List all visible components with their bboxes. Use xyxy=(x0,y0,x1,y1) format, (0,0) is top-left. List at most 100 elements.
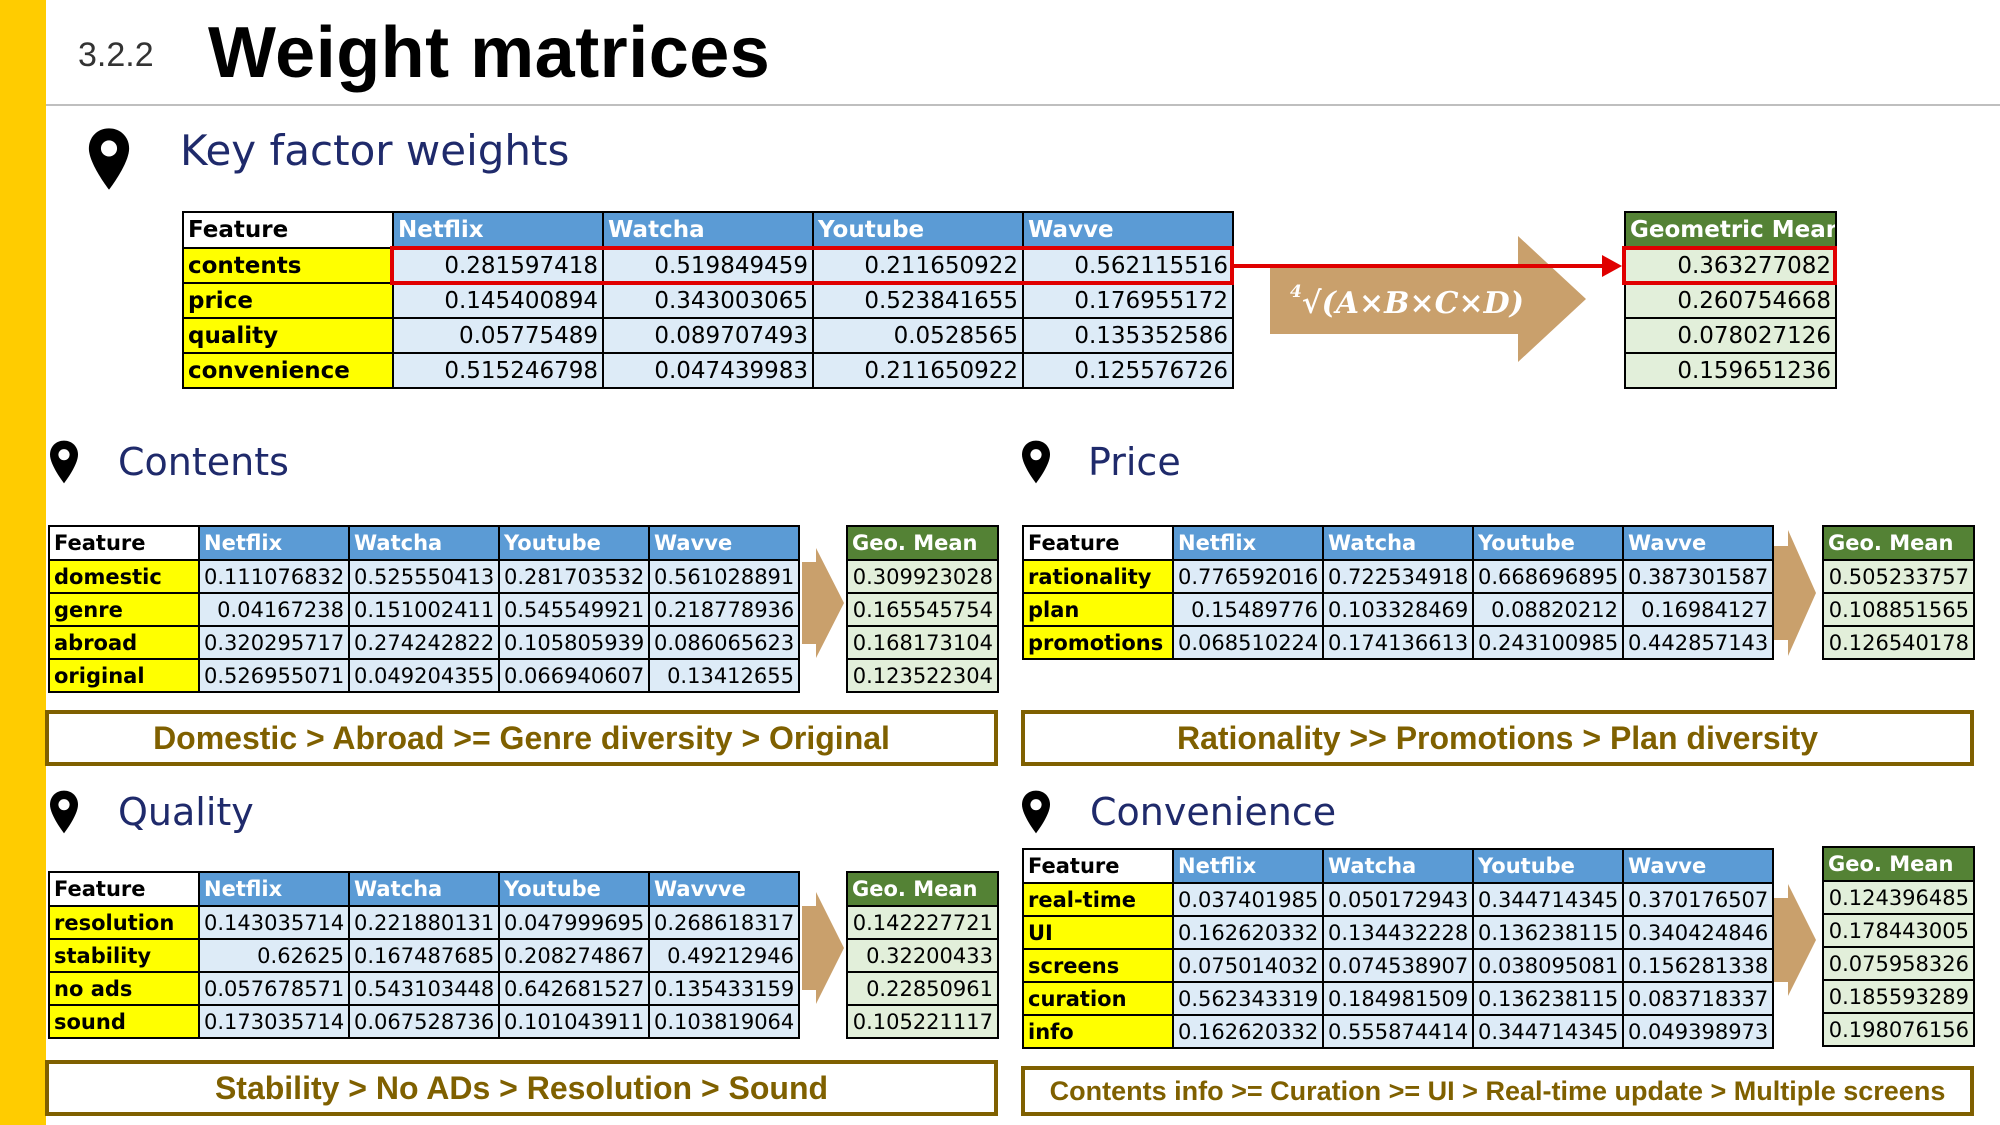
value-cell: 0.555874414 xyxy=(1323,1015,1473,1048)
column-header: Youtube xyxy=(499,526,649,560)
feature-label: convenience xyxy=(183,353,393,388)
value-cell: 0.776592016 xyxy=(1173,560,1323,593)
geo-mean-cell: 0.105221117 xyxy=(847,1005,998,1038)
geo-mean-cell: 0.22850961 xyxy=(847,972,998,1005)
block-arrow-right-icon xyxy=(1774,530,1816,656)
value-cell: 0.103328469 xyxy=(1323,593,1473,626)
map-pin-icon xyxy=(48,436,80,488)
column-header: Wavve xyxy=(649,526,799,560)
value-cell: 0.562343319 xyxy=(1173,982,1323,1015)
value-cell: 0.545549921 xyxy=(499,593,649,626)
quality-table: Feature Netflix Watcha Youtube Wavvve re… xyxy=(48,871,800,1039)
value-cell: 0.111076832 xyxy=(199,560,349,593)
value-cell: 0.049204355 xyxy=(349,659,499,692)
value-cell: 0.173035714 xyxy=(199,1005,349,1038)
geo-mean-header: Geo. Mean xyxy=(1823,526,1974,560)
contents-heading: Contents xyxy=(118,440,289,484)
value-cell: 0.105805939 xyxy=(499,626,649,659)
column-header: Feature xyxy=(49,872,199,906)
page-title: Weight matrices xyxy=(208,12,770,94)
feature-label: price xyxy=(183,283,393,318)
value-cell: 0.184981509 xyxy=(1323,982,1473,1015)
value-cell: 0.0528565 xyxy=(813,318,1023,353)
value-cell: 0.136238115 xyxy=(1473,916,1623,949)
value-cell: 0.343003065 xyxy=(603,283,813,318)
map-pin-icon xyxy=(1020,786,1052,838)
convenience-geo-mean-table: Geo. Mean 0.124396485 0.178443005 0.0759… xyxy=(1822,846,1975,1047)
value-cell: 0.066940607 xyxy=(499,659,649,692)
geo-mean-cell: 0.32200433 xyxy=(847,939,998,972)
value-cell: 0.136238115 xyxy=(1473,982,1623,1015)
feature-label: original xyxy=(49,659,199,692)
value-cell: 0.49212946 xyxy=(649,939,799,972)
title-divider xyxy=(46,104,2000,106)
feature-label: promotions xyxy=(1023,626,1173,659)
column-header: Netflix xyxy=(1173,849,1323,883)
value-cell: 0.211650922 xyxy=(813,353,1023,388)
geo-mean-header: Geo. Mean xyxy=(847,872,998,906)
value-cell: 0.050172943 xyxy=(1323,883,1473,916)
value-cell: 0.281703532 xyxy=(499,560,649,593)
highlight-connector-line xyxy=(1234,264,1604,268)
price-table: Feature Netflix Watcha Youtube Wavve rat… xyxy=(1022,525,1774,660)
value-cell: 0.135352586 xyxy=(1023,318,1233,353)
block-arrow-right-icon xyxy=(802,892,844,1004)
column-header: Wavve xyxy=(1623,849,1773,883)
value-cell: 0.340424846 xyxy=(1623,916,1773,949)
value-cell: 0.04167238 xyxy=(199,593,349,626)
feature-label: real-time xyxy=(1023,883,1173,916)
geo-mean-cell: 0.198076156 xyxy=(1823,1013,1974,1046)
value-cell: 0.62625 xyxy=(199,939,349,972)
value-cell: 0.145400894 xyxy=(393,283,603,318)
geo-mean-header: Geometric Mean xyxy=(1625,212,1836,248)
geometric-mean-formula: 4√(A×B×C×D) xyxy=(1290,282,1524,321)
column-header: Watcha xyxy=(1323,849,1473,883)
value-cell: 0.101043911 xyxy=(499,1005,649,1038)
table-row: curation 0.562343319 0.184981509 0.13623… xyxy=(1023,982,1773,1015)
feature-label: quality xyxy=(183,318,393,353)
table-row: screens 0.075014032 0.074538907 0.038095… xyxy=(1023,949,1773,982)
table-row: info 0.162620332 0.555874414 0.344714345… xyxy=(1023,1015,1773,1048)
geo-mean-cell: 0.260754668 xyxy=(1625,283,1836,318)
map-pin-icon xyxy=(48,786,80,838)
arrow-head-icon xyxy=(1602,255,1622,277)
geo-mean-cell: 0.178443005 xyxy=(1823,914,1974,947)
map-pin-icon xyxy=(86,126,132,192)
column-header: Watcha xyxy=(1323,526,1473,560)
column-header: Wavve xyxy=(1023,212,1233,248)
column-header: Feature xyxy=(1023,526,1173,560)
block-arrow-right-icon xyxy=(802,548,844,658)
geo-mean-cell: 0.142227721 xyxy=(847,906,998,939)
value-cell: 0.243100985 xyxy=(1473,626,1623,659)
convenience-heading: Convenience xyxy=(1090,790,1336,834)
table-row: original 0.526955071 0.049204355 0.06694… xyxy=(49,659,799,692)
map-pin-icon xyxy=(1020,436,1052,488)
convenience-conclusion: Contents info >= Curation >= UI > Real-t… xyxy=(1021,1066,1974,1116)
value-cell: 0.722534918 xyxy=(1323,560,1473,593)
geo-mean-cell: 0.078027126 xyxy=(1625,318,1836,353)
value-cell: 0.274242822 xyxy=(349,626,499,659)
value-cell: 0.038095081 xyxy=(1473,949,1623,982)
feature-label: sound xyxy=(49,1005,199,1038)
value-cell: 0.16984127 xyxy=(1623,593,1773,626)
value-cell: 0.387301587 xyxy=(1623,560,1773,593)
feature-label: no ads xyxy=(49,972,199,1005)
table-row: real-time 0.037401985 0.050172943 0.3447… xyxy=(1023,883,1773,916)
value-cell: 0.320295717 xyxy=(199,626,349,659)
value-cell: 0.089707493 xyxy=(603,318,813,353)
value-cell: 0.344714345 xyxy=(1473,1015,1623,1048)
contents-row-highlight xyxy=(390,246,1234,285)
convenience-table: Feature Netflix Watcha Youtube Wavve rea… xyxy=(1022,848,1774,1049)
column-header: Netflix xyxy=(1173,526,1323,560)
geo-mean-cell: 0.108851565 xyxy=(1823,593,1974,626)
value-cell: 0.208274867 xyxy=(499,939,649,972)
value-cell: 0.167487685 xyxy=(349,939,499,972)
table-row: stability 0.62625 0.167487685 0.20827486… xyxy=(49,939,799,972)
value-cell: 0.08820212 xyxy=(1473,593,1623,626)
quality-conclusion: Stability > No ADs > Resolution > Sound xyxy=(45,1060,998,1116)
value-cell: 0.151002411 xyxy=(349,593,499,626)
geo-mean-cell: 0.123522304 xyxy=(847,659,998,692)
feature-label: abroad xyxy=(49,626,199,659)
table-row: plan 0.15489776 0.103328469 0.08820212 0… xyxy=(1023,593,1773,626)
table-row: UI 0.162620332 0.134432228 0.136238115 0… xyxy=(1023,916,1773,949)
